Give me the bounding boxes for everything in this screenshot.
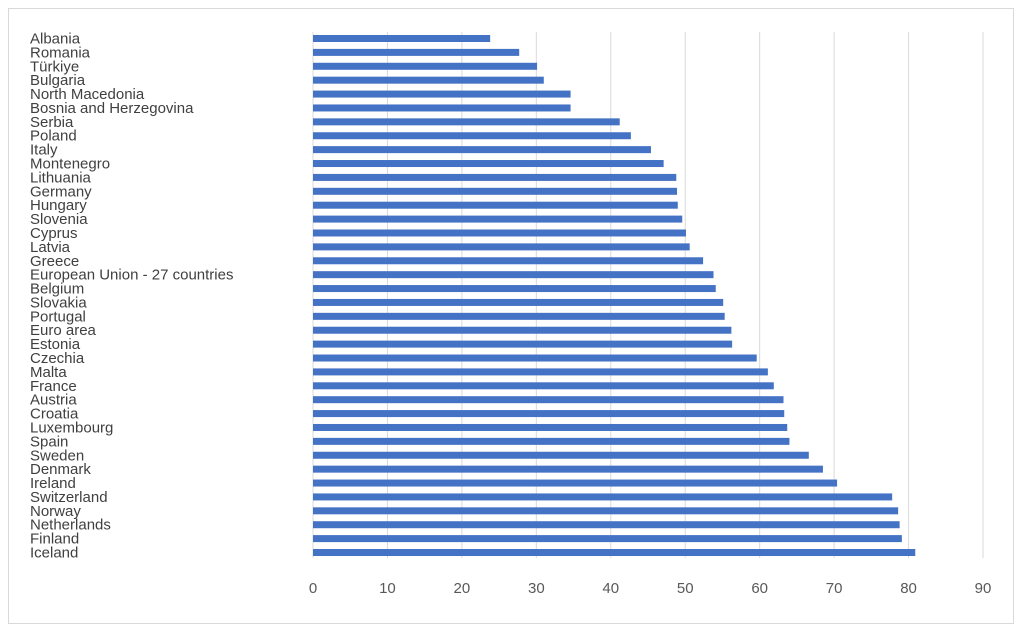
category-label: Euro area bbox=[30, 322, 97, 339]
x-tick-label: 40 bbox=[602, 580, 619, 597]
category-label: Switzerland bbox=[30, 489, 108, 506]
bars bbox=[313, 35, 916, 556]
category-label: Montenegro bbox=[30, 156, 110, 173]
bar bbox=[313, 215, 683, 223]
bar bbox=[313, 521, 900, 529]
bar bbox=[313, 312, 725, 320]
category-label: Slovakia bbox=[30, 294, 87, 311]
bar bbox=[313, 479, 838, 487]
category-label: Denmark bbox=[30, 461, 91, 478]
category-label: Türkiye bbox=[30, 58, 79, 75]
bar bbox=[313, 62, 538, 70]
category-label: Hungary bbox=[30, 197, 87, 214]
bar bbox=[313, 104, 571, 112]
category-label: Romania bbox=[30, 44, 91, 61]
bar bbox=[313, 285, 716, 293]
bar bbox=[313, 451, 809, 459]
bar bbox=[313, 76, 544, 84]
bar bbox=[313, 396, 784, 404]
category-label: Bulgaria bbox=[30, 72, 86, 89]
category-label: Spain bbox=[30, 433, 68, 450]
category-label: Albania bbox=[30, 31, 81, 48]
bar bbox=[313, 354, 757, 362]
x-tick-label: 0 bbox=[309, 580, 317, 597]
x-tick-label: 90 bbox=[975, 580, 992, 597]
bar bbox=[313, 146, 651, 154]
category-label: Finland bbox=[30, 531, 79, 548]
bar bbox=[313, 507, 899, 515]
x-tick-label: 80 bbox=[900, 580, 917, 597]
bar bbox=[313, 48, 520, 56]
bar bbox=[313, 187, 678, 195]
category-label: Cyprus bbox=[30, 225, 78, 242]
category-label: Italy bbox=[30, 142, 58, 159]
category-label: Serbia bbox=[30, 114, 74, 131]
x-tick-label: 30 bbox=[528, 580, 545, 597]
bar bbox=[313, 535, 902, 543]
category-label: Ireland bbox=[30, 475, 76, 492]
x-tick-label: 10 bbox=[379, 580, 396, 597]
x-axis-tick-labels: 0 10 20 30 40 50 60 70 80 90 bbox=[309, 580, 992, 597]
x-tick-label: 20 bbox=[454, 580, 471, 597]
bar bbox=[313, 201, 678, 209]
category-label: Portugal bbox=[30, 308, 86, 325]
bar bbox=[313, 132, 631, 140]
bar bbox=[313, 35, 491, 42]
category-label: Greece bbox=[30, 253, 79, 270]
category-label: Belgium bbox=[30, 281, 84, 298]
bar bbox=[313, 90, 571, 98]
bar bbox=[313, 118, 620, 126]
category-label: Czechia bbox=[30, 350, 85, 367]
category-label: Estonia bbox=[30, 336, 81, 353]
bar bbox=[313, 549, 916, 556]
category-label: Slovenia bbox=[30, 211, 88, 228]
bar bbox=[313, 465, 823, 473]
bar bbox=[313, 298, 724, 306]
category-label: Sweden bbox=[30, 447, 84, 464]
bar bbox=[313, 423, 788, 431]
category-label: Bosnia and Herzegovina bbox=[30, 100, 194, 117]
category-label: Croatia bbox=[30, 406, 79, 423]
bar bbox=[313, 410, 785, 418]
category-label: European Union - 27 countries bbox=[30, 267, 233, 284]
category-label: Norway bbox=[30, 503, 81, 520]
category-label: Netherlands bbox=[30, 517, 111, 534]
category-label: Poland bbox=[30, 128, 77, 145]
category-label: Austria bbox=[30, 392, 77, 409]
category-label: Latvia bbox=[30, 239, 71, 256]
bar bbox=[313, 173, 677, 181]
category-label: Iceland bbox=[30, 545, 78, 562]
bar bbox=[313, 229, 686, 237]
x-tick-label: 50 bbox=[677, 580, 694, 597]
category-label: France bbox=[30, 378, 77, 395]
bar bbox=[313, 437, 790, 445]
bar bbox=[313, 493, 893, 501]
bar bbox=[313, 382, 774, 390]
bar bbox=[313, 257, 704, 265]
bar bbox=[313, 271, 714, 279]
category-label: Luxembourg bbox=[30, 419, 113, 436]
category-label: Lithuania bbox=[30, 169, 92, 186]
category-label: Germany bbox=[30, 183, 92, 200]
bar bbox=[313, 160, 664, 168]
bar bbox=[313, 326, 732, 334]
bar bbox=[313, 243, 690, 251]
bar bbox=[313, 340, 733, 348]
bar bbox=[313, 368, 768, 376]
category-label: Malta bbox=[30, 364, 67, 381]
category-label: North Macedonia bbox=[30, 86, 145, 103]
x-tick-label: 60 bbox=[751, 580, 768, 597]
x-tick-label: 70 bbox=[826, 580, 843, 597]
